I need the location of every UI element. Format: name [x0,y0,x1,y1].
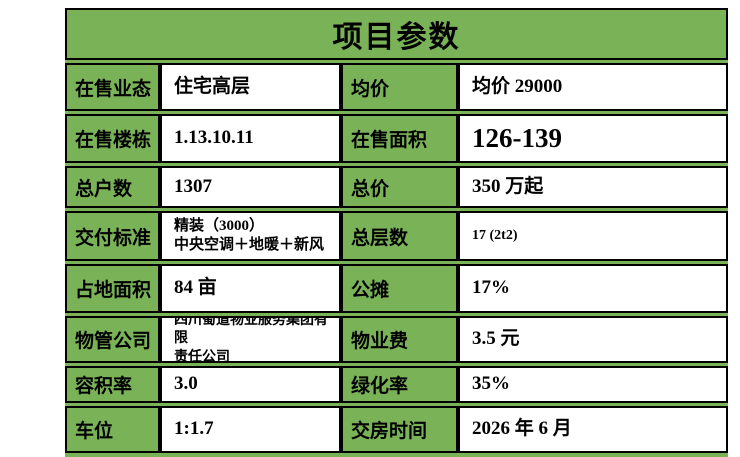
label-total-price: 总价 [341,166,458,208]
label-average-price: 均价 [341,63,458,111]
label-buildings-on-sale: 在售楼栋 [65,114,160,163]
label-shared-area-ratio: 公摊 [341,264,458,313]
value-greening-rate: 35% [458,366,728,403]
label-total-floors: 总层数 [341,211,458,261]
label-delivery-date: 交房时间 [341,406,458,453]
value-shared-area-ratio: 17% [458,264,728,313]
label-delivery-standard: 交付标准 [65,211,160,261]
value-plot-ratio: 3.0 [160,366,341,403]
label-plot-ratio: 容积率 [65,366,160,403]
value-total-households: 1307 [160,166,341,208]
value-delivery-standard: 精装（3000） 中央空调＋地暖＋新风 [160,211,341,261]
label-property-company: 物管公司 [65,316,160,363]
label-total-households: 总户数 [65,166,160,208]
value-parking-ratio: 1:1.7 [160,406,341,453]
value-land-area: 84 亩 [160,264,341,313]
project-parameters-table: 项目参数 在售业态 住宅高层 均价 均价 29000 在售楼栋 1.13.10.… [65,8,728,457]
value-delivery-date: 2026 年 6 月 [458,406,728,453]
table-title: 项目参数 [65,8,728,60]
value-total-floors: 17 (2t2) [458,211,728,261]
value-total-price: 350 万起 [458,166,728,208]
label-property-fee: 物业费 [341,316,458,363]
value-sale-type: 住宅高层 [160,63,341,111]
value-area-on-sale: 126-139 [458,114,728,163]
value-property-company: 四川蜀道物业服务集团有限 责任公司 [160,316,341,363]
value-property-fee: 3.5 元 [458,316,728,363]
value-average-price: 均价 29000 [458,63,728,111]
label-area-on-sale: 在售面积 [341,114,458,163]
label-land-area: 占地面积 [65,264,160,313]
label-greening-rate: 绿化率 [341,366,458,403]
label-sale-type: 在售业态 [65,63,160,111]
label-parking-ratio: 车位 [65,406,160,453]
value-buildings-on-sale: 1.13.10.11 [160,114,341,163]
